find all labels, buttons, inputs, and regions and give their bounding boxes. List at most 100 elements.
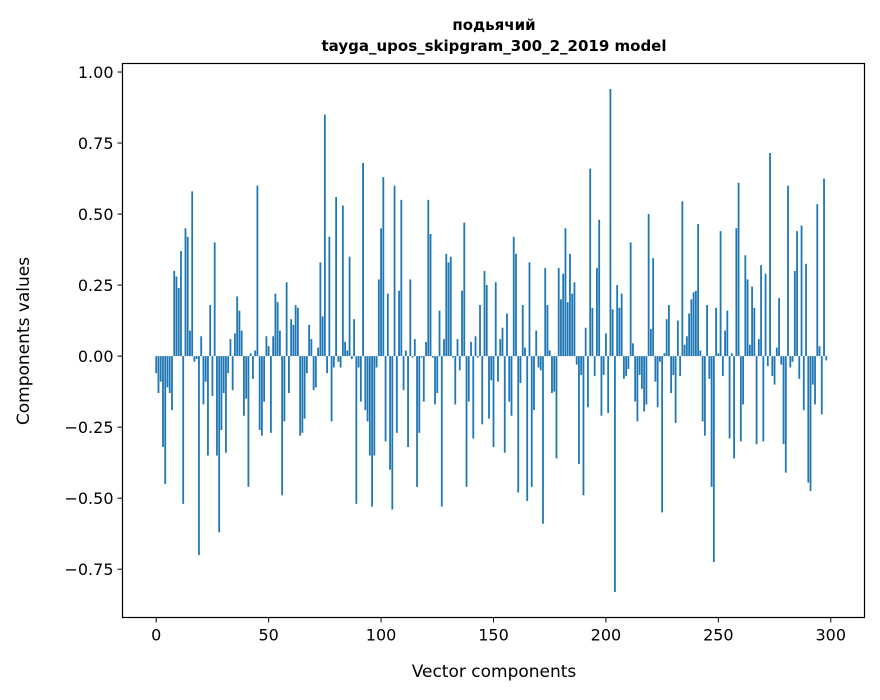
- bar: [296, 307, 299, 357]
- bar: [348, 256, 351, 357]
- bar: [240, 330, 243, 357]
- bar: [245, 356, 248, 399]
- bar: [344, 341, 346, 357]
- bar: [171, 356, 173, 411]
- bar: [267, 346, 270, 357]
- bar: [290, 319, 293, 357]
- bar: [578, 356, 580, 465]
- bar: [791, 356, 794, 362]
- bar: [341, 205, 344, 357]
- bar: [281, 356, 284, 496]
- bar: [209, 304, 212, 357]
- bar: [418, 356, 421, 433]
- bar: [440, 356, 443, 507]
- bar: [213, 242, 216, 357]
- bar: [809, 356, 812, 492]
- bar: [303, 356, 306, 419]
- bar: [256, 185, 259, 357]
- chart-title-line1: подьячий: [452, 16, 535, 34]
- bar: [789, 356, 792, 368]
- bar: [611, 309, 614, 357]
- bar: [368, 356, 371, 456]
- bar: [323, 114, 326, 357]
- bar: [191, 191, 194, 357]
- bar: [391, 356, 394, 510]
- bar: [211, 356, 214, 396]
- bar: [449, 256, 452, 357]
- bar: [380, 228, 382, 357]
- bar: [730, 353, 733, 357]
- bar: [528, 262, 531, 357]
- bar: [521, 304, 524, 357]
- bar: [760, 265, 762, 357]
- bar: [231, 356, 234, 391]
- bar: [429, 233, 432, 357]
- bar: [355, 356, 358, 504]
- bar: [400, 199, 403, 357]
- bar: [800, 225, 803, 357]
- bar: [715, 307, 717, 357]
- bar: [679, 356, 682, 377]
- y-tick-label: −0.25: [64, 418, 113, 437]
- bar: [717, 353, 720, 357]
- bar: [692, 292, 695, 357]
- bar: [537, 356, 540, 368]
- bar: [667, 304, 670, 357]
- bar: [802, 356, 805, 411]
- bar: [566, 302, 569, 357]
- bar: [739, 356, 742, 442]
- bar: [162, 356, 164, 448]
- bar: [335, 197, 338, 357]
- chart-title-line2: tayga_upos_skipgram_300_2_2019 model: [322, 37, 667, 55]
- bar: [265, 336, 268, 357]
- bars-group: [155, 89, 828, 592]
- bar: [584, 327, 587, 357]
- bar: [539, 356, 542, 371]
- bar: [703, 356, 706, 436]
- bar: [317, 347, 320, 357]
- y-tick-label: −0.75: [64, 560, 113, 579]
- bar: [757, 339, 760, 357]
- bar: [553, 356, 556, 392]
- bar: [616, 285, 619, 357]
- bar: [654, 356, 657, 382]
- bar: [236, 296, 239, 357]
- bar: [728, 356, 731, 439]
- bar: [339, 356, 342, 368]
- y-tick-label: 0.50: [78, 205, 114, 224]
- bar: [461, 290, 463, 357]
- bar: [778, 297, 780, 357]
- bar: [724, 330, 726, 357]
- bar: [535, 330, 538, 357]
- bar: [607, 356, 610, 413]
- bar: [632, 343, 634, 357]
- bar: [195, 356, 198, 359]
- bar: [204, 356, 207, 382]
- bar: [530, 356, 533, 487]
- bar: [690, 299, 693, 357]
- bar: [247, 356, 250, 487]
- bar: [766, 356, 769, 367]
- bar: [773, 356, 776, 385]
- bar: [814, 356, 816, 405]
- bar: [609, 89, 612, 357]
- bar: [252, 356, 254, 379]
- bar: [661, 356, 664, 513]
- bar: [614, 356, 616, 592]
- bar: [555, 356, 558, 459]
- y-axis-label: Components values: [14, 257, 34, 425]
- x-tick-label: 0: [151, 626, 161, 645]
- bar: [823, 178, 825, 357]
- bar: [238, 310, 241, 357]
- bar: [186, 236, 189, 357]
- bar: [326, 356, 329, 374]
- bar: [721, 356, 724, 377]
- bar: [793, 270, 796, 357]
- bar: [272, 336, 275, 357]
- bar: [177, 287, 180, 357]
- bar: [548, 350, 551, 357]
- bar: [200, 336, 203, 357]
- bar: [483, 270, 486, 357]
- bar: [413, 339, 416, 357]
- bar: [663, 353, 666, 357]
